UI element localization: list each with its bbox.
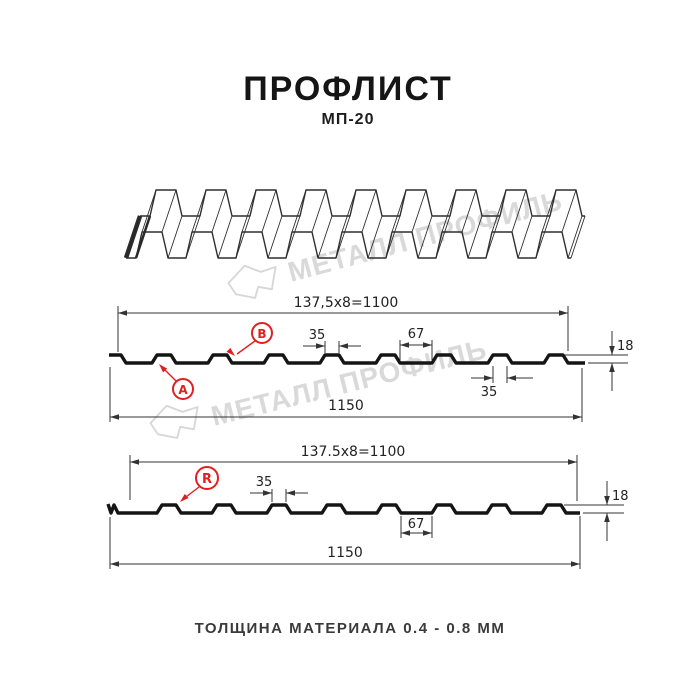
sheet-rib-line [161, 189, 177, 233]
sheet-rib-line [361, 189, 377, 233]
cross-section-front [109, 306, 628, 422]
sheet-rib-line [517, 215, 533, 259]
arrowhead-icon [110, 414, 119, 420]
dim-pitch-label: 137.5x8=1100 [301, 444, 406, 460]
sheet-rib-line [341, 189, 357, 233]
marker-b-leader [236, 340, 256, 355]
sheet-rib-line [235, 215, 251, 259]
sheet-rib-line [335, 215, 351, 259]
sheet-rib-line [461, 189, 477, 233]
marker-r-label: R [202, 472, 212, 487]
arrowhead-icon [423, 530, 432, 536]
marker-a-label: A [178, 383, 188, 397]
arrowhead-icon [604, 513, 610, 522]
arrowhead-icon [609, 363, 615, 372]
dim-height-label: 18 [617, 339, 634, 354]
sheet-rib-line [185, 215, 201, 259]
arrowhead-icon [401, 530, 410, 536]
sheet-rib-line [491, 189, 507, 233]
arrowhead-icon [263, 490, 272, 496]
sheet-rib-line [541, 189, 557, 233]
arrowhead-icon [400, 342, 409, 348]
dim-valley-label: 67 [408, 517, 425, 532]
arrowhead-icon [286, 490, 295, 496]
arrowhead-icon [339, 343, 348, 349]
arrowhead-icon [609, 346, 615, 355]
marker-b-label: B [257, 327, 266, 341]
sheet-rib-line [311, 189, 327, 233]
dim-pitch-label: 137,5x8=1100 [294, 295, 399, 311]
dim-rib-top-label: 35 [256, 475, 273, 490]
sheet-far-edge [140, 189, 585, 217]
sheet-rib-line [367, 215, 383, 259]
sheet-rib-line [417, 215, 433, 259]
sheet-near-edge [126, 231, 571, 259]
sheet-rib-line [141, 189, 157, 233]
sheet-rib-line [317, 215, 333, 259]
sheet-rib-line [191, 189, 207, 233]
sheet-cut-edge [123, 215, 143, 259]
marker-b-circle [251, 322, 273, 344]
marker-r-circle [195, 466, 219, 490]
dim-rib-bottom-label: 35 [481, 385, 498, 400]
sheet-rib-line [391, 189, 407, 233]
profile-outline-front [109, 353, 585, 365]
sheet-rib-line [441, 189, 457, 233]
watermark-2: МЕТАЛЛ ПРОФИЛЬ [149, 333, 490, 439]
sheet-rib-line [435, 215, 451, 259]
marker-r-leader [181, 486, 200, 501]
sheet-rib-line [261, 189, 277, 233]
product-model-label: МП-20 [322, 111, 375, 128]
sheet-cut-edge [134, 215, 152, 259]
profile-outline-reverse [106, 503, 580, 515]
sheet-rib-line [291, 189, 307, 233]
arrowhead-icon [118, 310, 127, 316]
arrowhead-icon [559, 310, 568, 316]
sheet-rib-line [285, 215, 301, 259]
marker-a-circle [172, 378, 194, 400]
page-title: ПРОФЛИСТ [243, 70, 453, 108]
arrowhead-icon [507, 375, 516, 381]
sheet-rib-line [167, 215, 183, 259]
brand-logo-outline-icon [227, 264, 277, 299]
cross-section-reverse-labels: 137.5x8=1100 1150 35 67 18 R [181, 444, 629, 561]
sheet-rib-line [411, 189, 427, 233]
arrowhead-icon [110, 561, 119, 567]
arrowhead-icon [573, 414, 582, 420]
arrowhead-icon [226, 347, 235, 356]
dim-valley-label: 67 [408, 327, 425, 342]
sheet-rib-line [211, 189, 227, 233]
dim-rib-top-label: 35 [309, 328, 326, 343]
arrowhead-icon [571, 561, 580, 567]
cross-section-front-labels: 137,5x8=1100 1150 35 67 18 35 A B [160, 295, 634, 414]
material-thickness-note: ТОЛЩИНА МАТЕРИАЛА 0.4 - 0.8 ММ [195, 620, 506, 637]
arrowhead-icon [130, 459, 139, 465]
arrowhead-icon [604, 496, 610, 505]
cross-section-reverse [106, 455, 624, 569]
dim-overall-width-label: 1150 [327, 545, 363, 561]
marker-a-leader [160, 365, 177, 382]
sheet-rib-line [567, 215, 583, 259]
brand-logo-outline-icon [149, 404, 199, 439]
sheet-rib-line [561, 189, 577, 233]
dim-overall-width-label: 1150 [328, 398, 364, 414]
arrowhead-icon [568, 459, 577, 465]
sheet-rib-line [570, 215, 586, 259]
sheet-rib-line [267, 215, 283, 259]
sheet-rib-line [385, 215, 401, 259]
sheet-rib-line [467, 215, 483, 259]
arrowhead-icon [423, 342, 432, 348]
sheet-rib-line [485, 215, 501, 259]
sheet-rib-line [511, 189, 527, 233]
sheet-3d-view [123, 189, 586, 259]
arrowhead-icon [484, 375, 493, 381]
sheet-rib-line [241, 189, 257, 233]
dim-height-label: 18 [612, 489, 629, 504]
arrowhead-icon [316, 343, 325, 349]
sheet-rib-line [535, 215, 551, 259]
sheet-rib-line [217, 215, 233, 259]
